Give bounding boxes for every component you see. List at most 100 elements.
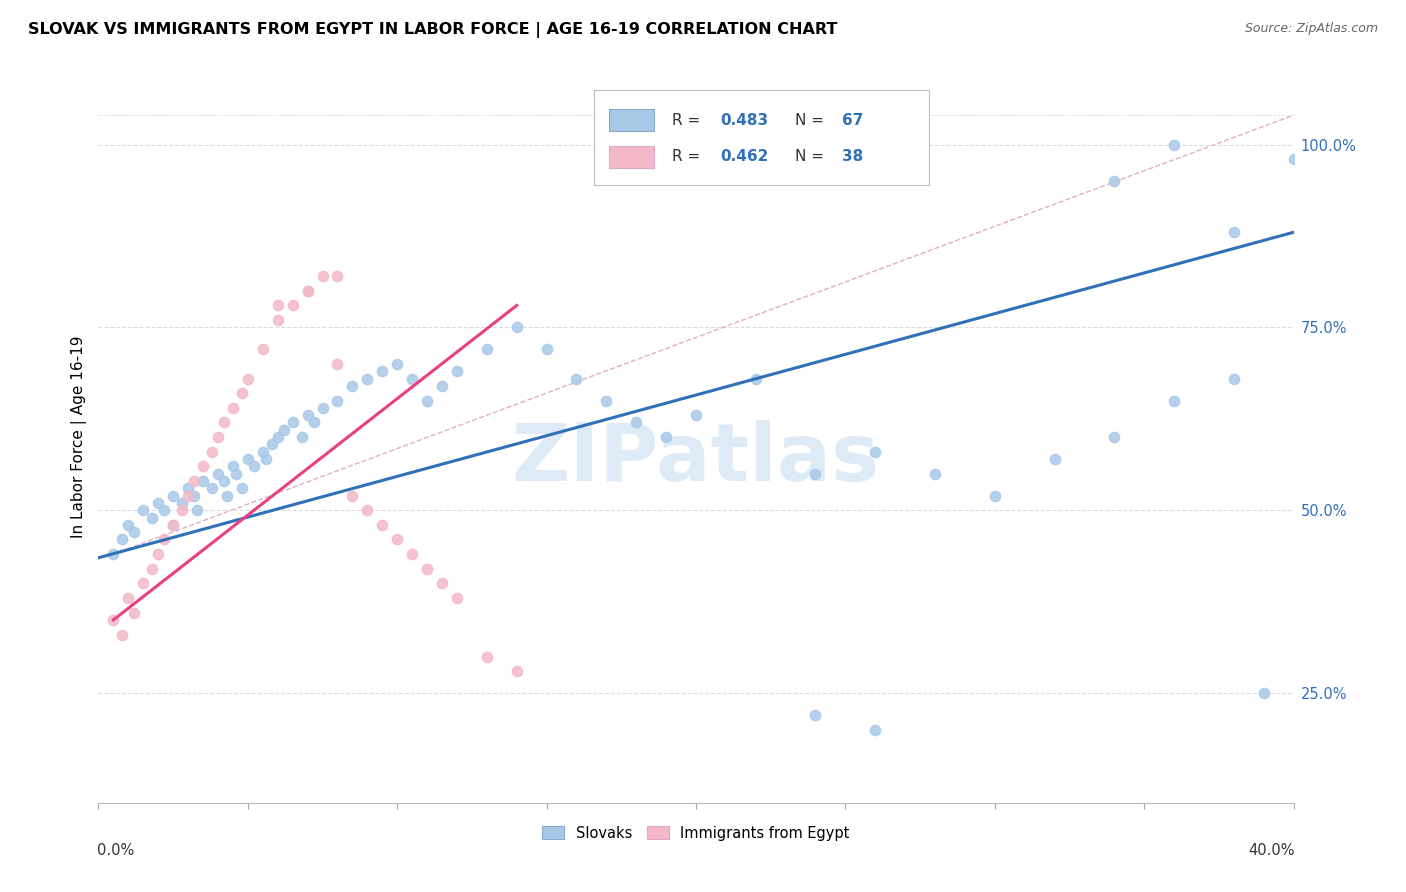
Point — [326, 393, 349, 408]
Point — [191, 459, 214, 474]
Point — [1104, 430, 1126, 444]
Point — [536, 343, 558, 357]
Point — [565, 371, 588, 385]
Point — [385, 357, 409, 371]
Point — [260, 437, 283, 451]
Point — [626, 416, 648, 430]
Text: SLOVAK VS IMMIGRANTS FROM EGYPT IN LABOR FORCE | AGE 16-19 CORRELATION CHART: SLOVAK VS IMMIGRANTS FROM EGYPT IN LABOR… — [28, 22, 838, 38]
Point — [201, 444, 224, 458]
Point — [236, 371, 259, 385]
Point — [252, 444, 274, 458]
Point — [1104, 174, 1126, 188]
Point — [243, 459, 266, 474]
Point — [231, 386, 253, 401]
Point — [231, 481, 253, 495]
Legend: Slovaks, Immigrants from Egypt: Slovaks, Immigrants from Egypt — [537, 820, 855, 847]
Point — [865, 444, 887, 458]
Point — [685, 408, 707, 422]
Point — [430, 379, 453, 393]
Point — [236, 452, 259, 467]
Text: 40.0%: 40.0% — [1249, 843, 1295, 858]
Point — [124, 525, 146, 540]
Point — [356, 503, 378, 517]
Text: ZIPatlas: ZIPatlas — [512, 420, 880, 498]
Point — [148, 496, 170, 510]
Point — [148, 547, 170, 561]
Text: 0.462: 0.462 — [720, 150, 768, 164]
Text: 0.483: 0.483 — [720, 113, 768, 128]
Point — [111, 533, 134, 547]
FancyBboxPatch shape — [609, 146, 654, 168]
Point — [385, 533, 409, 547]
Point — [297, 408, 319, 422]
Point — [1223, 225, 1246, 239]
Point — [153, 533, 176, 547]
Point — [177, 481, 200, 495]
Text: N =: N = — [796, 113, 830, 128]
Point — [865, 723, 887, 737]
Point — [183, 489, 205, 503]
Point — [201, 481, 224, 495]
Point — [162, 517, 184, 532]
Point — [924, 467, 946, 481]
Point — [984, 489, 1007, 503]
Point — [162, 489, 184, 503]
Point — [254, 452, 277, 467]
Point — [416, 562, 439, 576]
Point — [177, 489, 200, 503]
Point — [297, 284, 319, 298]
Point — [222, 401, 245, 415]
Point — [311, 269, 333, 284]
Point — [804, 467, 827, 481]
Point — [506, 320, 529, 334]
Point — [371, 517, 394, 532]
Point — [215, 489, 238, 503]
Point — [153, 503, 176, 517]
Text: 67: 67 — [842, 113, 863, 128]
Point — [186, 503, 208, 517]
Point — [446, 591, 468, 605]
Point — [326, 269, 349, 284]
Point — [103, 613, 125, 627]
Point — [595, 393, 617, 408]
Point — [267, 298, 290, 312]
Text: R =: R = — [672, 150, 706, 164]
Point — [475, 649, 498, 664]
Point — [191, 474, 214, 488]
Point — [416, 393, 439, 408]
Point — [141, 510, 163, 524]
Point — [172, 496, 194, 510]
Point — [342, 489, 364, 503]
Text: N =: N = — [796, 150, 830, 164]
FancyBboxPatch shape — [595, 90, 929, 185]
Point — [222, 459, 245, 474]
Point — [401, 547, 423, 561]
Point — [252, 343, 274, 357]
Point — [111, 627, 134, 641]
Point — [172, 503, 194, 517]
Point — [342, 379, 364, 393]
Point — [302, 416, 325, 430]
Point — [745, 371, 768, 385]
Point — [1223, 371, 1246, 385]
Point — [655, 430, 678, 444]
Point — [281, 298, 304, 312]
Point — [446, 364, 468, 378]
Text: R =: R = — [672, 113, 706, 128]
Point — [103, 547, 125, 561]
Point — [117, 591, 139, 605]
Point — [311, 401, 333, 415]
Point — [430, 576, 453, 591]
Point — [212, 474, 235, 488]
Point — [1043, 452, 1066, 467]
Point — [506, 664, 529, 678]
Point — [326, 357, 349, 371]
Point — [212, 416, 235, 430]
Text: Source: ZipAtlas.com: Source: ZipAtlas.com — [1244, 22, 1378, 36]
Point — [475, 343, 498, 357]
Point — [1163, 137, 1185, 152]
Point — [267, 313, 290, 327]
Point — [273, 423, 295, 437]
Text: 38: 38 — [842, 150, 863, 164]
Point — [401, 371, 423, 385]
